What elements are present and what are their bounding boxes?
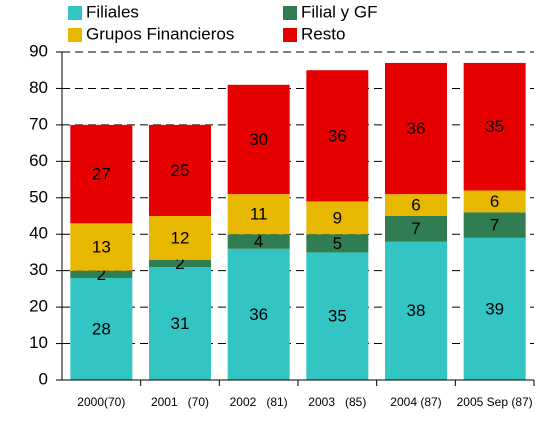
data-label: 7 — [490, 216, 499, 235]
x-tick-label: 2001 (70) — [150, 395, 209, 409]
bar-segment — [463, 237, 526, 380]
y-tick-label: 50 — [29, 187, 48, 206]
y-tick-label: 20 — [29, 297, 48, 316]
data-label: 36 — [328, 126, 347, 145]
data-label: 36 — [407, 119, 426, 138]
legend-label: Filial y GF — [301, 2, 378, 21]
bar-segment — [306, 234, 369, 253]
y-tick-label: 30 — [29, 260, 48, 279]
legend-swatch — [68, 6, 82, 20]
bar-segment — [149, 259, 211, 268]
bar-segment — [149, 267, 211, 380]
data-label: 6 — [411, 196, 420, 215]
bar-segment — [149, 216, 211, 260]
legend-label: Filiales — [86, 2, 139, 21]
x-tick-label: 2005 Sep (87) — [456, 395, 533, 409]
data-label: 2 — [97, 265, 106, 284]
data-label: 36 — [249, 305, 268, 324]
data-label: 13 — [92, 237, 111, 256]
bar-segment — [385, 241, 447, 380]
bar-segment — [385, 62, 447, 195]
bar-segment — [306, 252, 369, 380]
bar-segment — [70, 223, 133, 271]
y-tick-label: 90 — [29, 41, 48, 60]
data-label: 12 — [171, 228, 190, 247]
bar-segment — [70, 270, 133, 278]
x-tick-label: 2002 (81) — [229, 395, 288, 409]
y-tick-label: 70 — [29, 114, 48, 133]
data-label: 30 — [249, 130, 268, 149]
bar-segment — [227, 84, 290, 195]
bar-segment — [306, 201, 369, 235]
data-label: 2 — [175, 254, 184, 273]
data-label: 28 — [92, 319, 111, 338]
data-label: 39 — [485, 299, 504, 318]
data-label: 4 — [254, 232, 263, 251]
bar-segment — [227, 234, 290, 249]
legend-label: Resto — [301, 24, 345, 43]
bar-segment — [227, 194, 290, 235]
data-label: 25 — [171, 161, 190, 180]
bar-segment — [463, 212, 526, 238]
y-tick-label: 10 — [29, 333, 48, 352]
x-tick-label: 2000(70) — [77, 395, 126, 409]
data-label: 35 — [328, 307, 347, 326]
x-tick-label: 2003 (85) — [308, 395, 367, 409]
data-label: 31 — [171, 314, 190, 333]
data-label: 7 — [411, 219, 420, 238]
bar-segment — [70, 277, 133, 380]
bar-segment — [306, 70, 369, 202]
bar-segment — [149, 124, 211, 216]
bar-segment — [227, 248, 290, 380]
y-tick-label: 0 — [39, 369, 48, 388]
legend-label: Grupos Financieros — [86, 24, 234, 43]
data-label: 9 — [333, 208, 342, 227]
data-label: 35 — [485, 117, 504, 136]
legend-swatch — [68, 28, 82, 42]
data-label: 38 — [407, 301, 426, 320]
data-label: 11 — [250, 205, 268, 224]
bar-segment — [463, 62, 526, 191]
bar-segment — [385, 194, 447, 216]
x-tick-label: 2004 (87) — [390, 395, 442, 409]
legend-swatch — [283, 6, 297, 20]
bar-segment — [385, 216, 447, 242]
data-label: 5 — [333, 234, 342, 253]
bar-segment — [463, 190, 526, 213]
legend-swatch — [283, 28, 297, 42]
data-label: 6 — [490, 192, 499, 211]
bar-segment — [70, 124, 133, 224]
y-tick-label: 40 — [29, 224, 48, 243]
data-label: 27 — [92, 165, 111, 184]
y-tick-label: 60 — [29, 151, 48, 170]
y-tick-label: 80 — [29, 78, 48, 97]
